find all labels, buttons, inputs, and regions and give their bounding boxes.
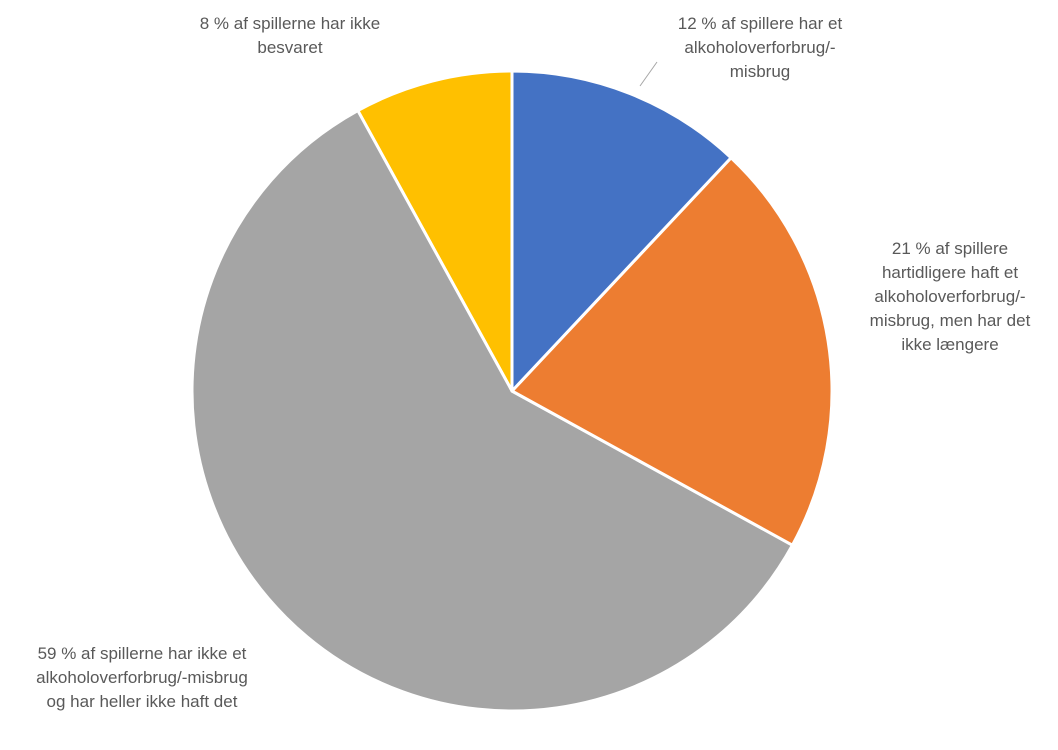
pie-slice <box>190 109 794 713</box>
pie-slice <box>510 69 733 393</box>
data-label: 12 % af spillere har et alkoholoverforbr… <box>677 14 843 81</box>
pie-slice <box>510 156 834 547</box>
data-label: 59 % af spillerne har ikke et alkoholove… <box>36 644 248 711</box>
data-label: 8 % af spillerne har ikke besvaret <box>199 14 381 57</box>
leader-line <box>639 61 658 87</box>
data-label: 21 % af spillere hartidligere haft et al… <box>869 239 1031 354</box>
pie-slice <box>356 69 514 393</box>
